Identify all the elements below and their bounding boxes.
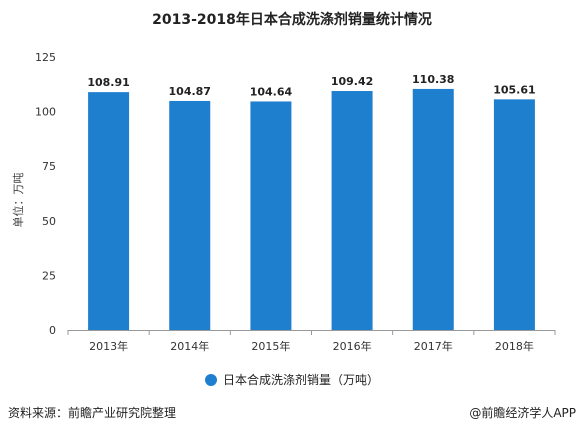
chart-title: 2013-2018年日本合成洗涤剂销量统计情况 xyxy=(152,12,432,28)
bar-value-label: 104.64 xyxy=(250,85,293,98)
bar xyxy=(169,100,211,330)
legend-marker xyxy=(204,373,217,386)
bar xyxy=(250,101,292,330)
x-tick-label: 2015年 xyxy=(251,339,290,353)
y-tick-label: 75 xyxy=(42,160,56,173)
bar-value-label: 108.91 xyxy=(87,76,129,89)
y-axis-label: 单位：万吨 xyxy=(11,173,25,228)
legend-label: 日本合成洗涤剂销量（万吨） xyxy=(222,373,379,387)
y-tick-label: 0 xyxy=(49,324,56,337)
x-tick-label: 2016年 xyxy=(333,339,372,353)
x-tick-label: 2018年 xyxy=(495,339,534,353)
bar xyxy=(331,91,373,330)
bar-value-label: 110.38 xyxy=(412,73,454,86)
bar xyxy=(88,92,130,330)
bar-value-label: 109.42 xyxy=(331,75,373,88)
x-tick-label: 2014年 xyxy=(170,339,209,353)
bar xyxy=(412,88,454,330)
brand-credit: @前瞻经济学人APP xyxy=(469,406,576,420)
y-tick-label: 100 xyxy=(35,106,56,119)
x-tick-label: 2017年 xyxy=(414,339,453,353)
bar xyxy=(493,99,535,330)
y-tick-label: 125 xyxy=(35,51,56,64)
y-tick-label: 50 xyxy=(42,215,56,228)
x-tick-label: 2013年 xyxy=(89,339,128,353)
y-tick-label: 25 xyxy=(42,269,56,282)
source-note: 资料来源：前瞻产业研究院整理 xyxy=(8,406,177,420)
bar-value-label: 104.87 xyxy=(169,85,211,98)
legend: 日本合成洗涤剂销量（万吨） xyxy=(0,371,584,388)
bar-value-label: 105.61 xyxy=(493,83,535,96)
